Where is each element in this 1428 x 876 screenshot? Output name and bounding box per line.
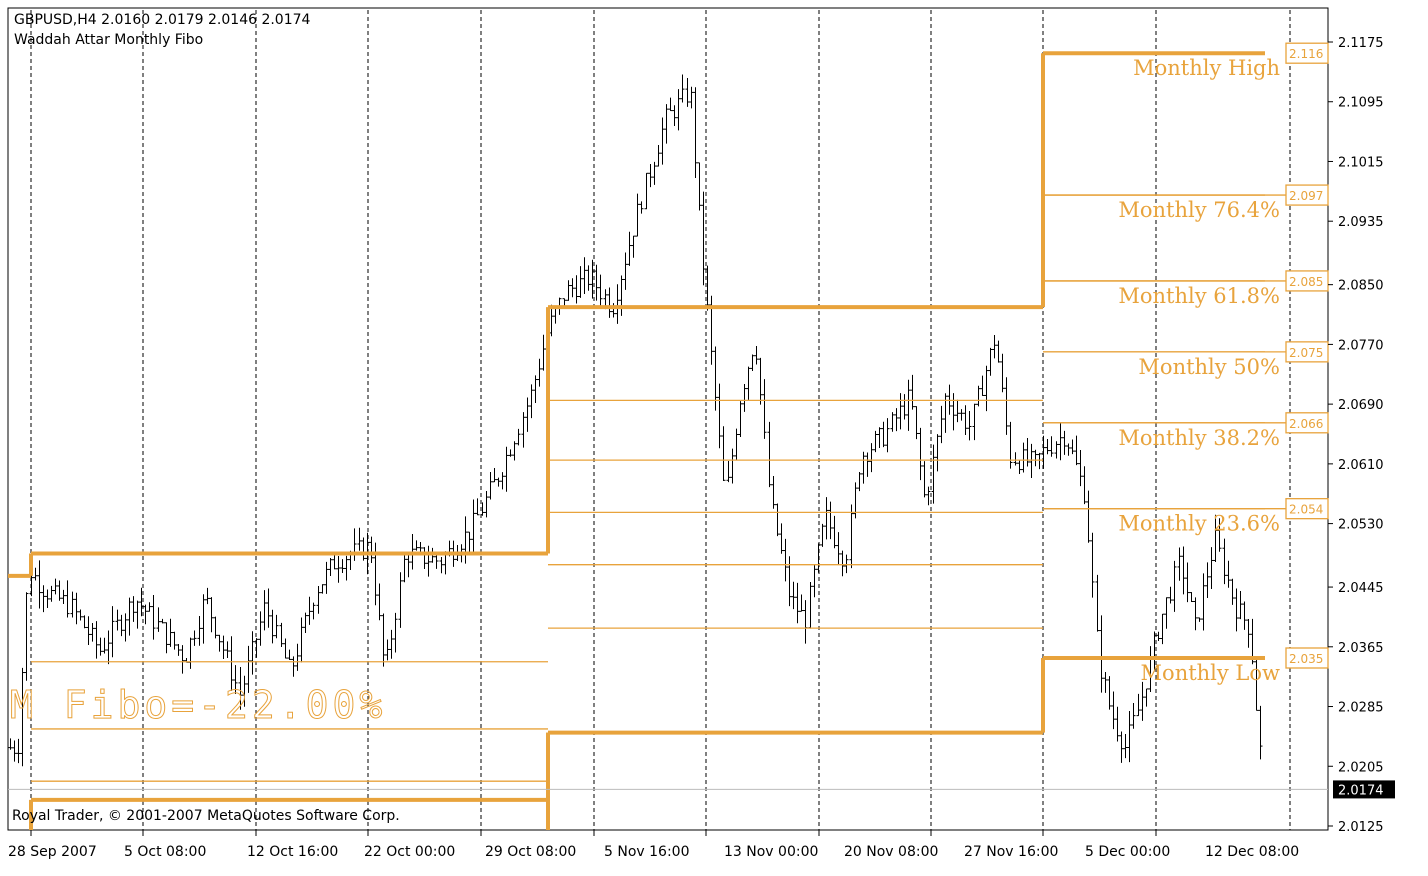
level-label-3: Monthly 50% bbox=[1138, 355, 1280, 379]
level-box-label-1: 2.097 bbox=[1289, 189, 1323, 203]
y-tick-label-9: 2.0445 bbox=[1338, 581, 1384, 596]
x-tick-label-1: 5 Oct 08:00 bbox=[124, 844, 206, 860]
copyright-text: Royal Trader, © 2001-2007 MetaQuotes Sof… bbox=[12, 808, 400, 824]
level-label-1: Monthly 76.4% bbox=[1118, 198, 1280, 222]
level-box-label-0: 2.116 bbox=[1289, 47, 1323, 61]
level-box-4 bbox=[1285, 412, 1329, 434]
y-tick-label-1: 2.1095 bbox=[1338, 96, 1384, 111]
level-box-label-2: 2.085 bbox=[1289, 275, 1323, 289]
x-tick-label-9: 5 Dec 00:00 bbox=[1085, 844, 1170, 860]
x-tick-label-2: 12 Oct 16:00 bbox=[247, 844, 338, 860]
y-tick-label-13: 2.0125 bbox=[1338, 820, 1384, 835]
x-tick-label-3: 22 Oct 00:00 bbox=[364, 844, 455, 860]
current-price-label: 2.0174 bbox=[1338, 783, 1384, 798]
price-axis: 2.1175 2.1095 2.1015 2.0935 2.0850 2.0770 2.06… bbox=[8, 36, 1395, 835]
level-box-1 bbox=[1285, 184, 1329, 206]
y-tick-label-10: 2.0365 bbox=[1338, 641, 1384, 656]
level-label-2: Monthly 61.8% bbox=[1118, 284, 1280, 308]
x-tick-label-6: 13 Nov 00:00 bbox=[724, 844, 818, 860]
y-tick-label-6: 2.0690 bbox=[1338, 398, 1384, 413]
current-price-box bbox=[1333, 780, 1395, 799]
y-tick-label-8: 2.0530 bbox=[1338, 518, 1384, 533]
level-box-6 bbox=[1285, 647, 1329, 669]
level-box-label-6: 2.035 bbox=[1289, 652, 1323, 666]
y-tick-label-3: 2.0935 bbox=[1338, 215, 1384, 230]
level-box-label-3: 2.075 bbox=[1289, 346, 1323, 360]
x-tick-label-4: 29 Oct 08:00 bbox=[485, 844, 576, 860]
indicator-name: Waddah Attar Monthly Fibo bbox=[14, 32, 204, 48]
level-box-label-4: 2.066 bbox=[1289, 417, 1323, 431]
x-tick-label-5: 5 Nov 16:00 bbox=[604, 844, 689, 860]
y-tick-label-12: 2.0205 bbox=[1338, 760, 1384, 775]
level-box-label-5: 2.054 bbox=[1289, 503, 1323, 517]
x-tick-label-8: 27 Nov 16:00 bbox=[964, 844, 1058, 860]
level-box-5 bbox=[1285, 498, 1329, 520]
time-axis: 28 Sep 2007 5 Oct 08:00 12 Oct 16:00 22 Oct… bbox=[8, 830, 1299, 860]
level-label-4: Monthly 38.2% bbox=[1118, 426, 1280, 450]
chart-header-line1: GBPUSD,H4 2.0160 2.0179 2.0146 2.0174 bbox=[14, 12, 311, 28]
level-labels: Monthly High 2.116 Monthly 76.4% 2.097 Month… bbox=[1043, 42, 1329, 685]
level-box-3 bbox=[1285, 341, 1329, 363]
fibo-levels bbox=[8, 51, 1265, 830]
level-label-5: Monthly 23.6% bbox=[1118, 512, 1280, 536]
y-tick-label-7: 2.0610 bbox=[1338, 458, 1384, 473]
y-tick-label-5: 2.0770 bbox=[1338, 338, 1384, 353]
candlesticks bbox=[8, 74, 1263, 767]
y-tick-label-2: 2.1015 bbox=[1338, 155, 1384, 170]
x-tick-label-7: 20 Nov 08:00 bbox=[844, 844, 938, 860]
level-box-0 bbox=[1285, 42, 1329, 64]
x-tick-label-0: 28 Sep 2007 bbox=[8, 844, 97, 860]
level-label-0: Monthly High bbox=[1133, 56, 1280, 80]
y-tick-label-4: 2.0850 bbox=[1338, 279, 1384, 294]
level-label-6: Monthly Low bbox=[1141, 661, 1280, 685]
level-box-2 bbox=[1285, 270, 1329, 292]
x-tick-label-10: 12 Dec 08:00 bbox=[1205, 844, 1299, 860]
y-tick-label-11: 2.0285 bbox=[1338, 701, 1384, 716]
y-tick-label-0: 2.1175 bbox=[1338, 36, 1384, 51]
fibo-percent-label: M Fibo=-22.00% bbox=[10, 683, 386, 727]
